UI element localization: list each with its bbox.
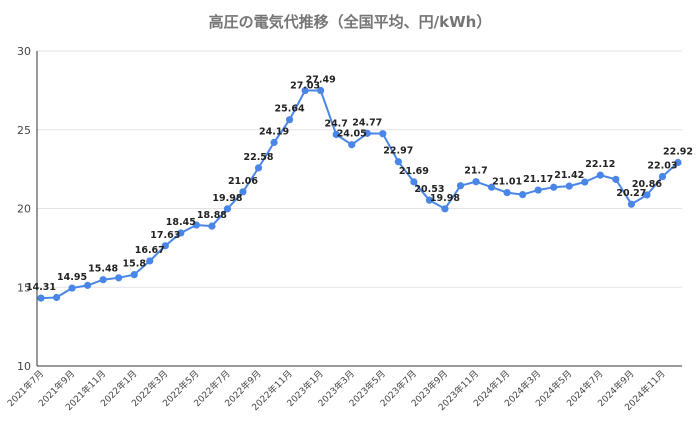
data-label: 24.7: [324, 118, 347, 129]
data-point: [146, 257, 154, 265]
data-label: 22.12: [585, 159, 615, 170]
data-label: 24.19: [259, 127, 289, 138]
y-tick-label: 10: [17, 360, 31, 373]
data-point: [161, 242, 169, 250]
data-label: 21.06: [228, 176, 258, 187]
data-point: [332, 130, 340, 139]
data-point: [68, 284, 76, 292]
data-point: [223, 205, 232, 213]
data-point: [99, 276, 107, 284]
data-point: [674, 158, 682, 167]
data-point: [612, 175, 620, 183]
data-point: [643, 191, 651, 199]
data-point: [130, 271, 138, 279]
data-label: 21.01: [492, 177, 522, 188]
data-label: 22.97: [383, 146, 413, 157]
data-point: [472, 178, 480, 186]
data-point: [550, 183, 558, 191]
data-label: 18.45: [166, 217, 196, 228]
data-label: 21.42: [554, 170, 584, 181]
data-point: [394, 158, 402, 166]
data-label: 25.64: [275, 104, 305, 115]
data-label: 20.27: [616, 188, 646, 199]
data-label: 17.63: [150, 230, 180, 241]
data-label: 14.31: [26, 282, 56, 293]
data-label: 27.49: [306, 75, 336, 86]
data-label: 19.98: [430, 193, 460, 204]
y-tick-label: 25: [17, 124, 31, 137]
data-point: [441, 205, 449, 213]
data-point: [565, 182, 573, 190]
data-label: 27.03: [290, 81, 320, 92]
data-point: [301, 86, 309, 95]
data-point: [348, 141, 356, 149]
data-label: 22.92: [663, 147, 693, 158]
data-point: [627, 200, 635, 208]
grid-layer: [37, 50, 682, 288]
y-tick-label: 30: [17, 45, 31, 58]
y-tick-label: 20: [17, 203, 31, 216]
data-label: 20.86: [632, 179, 662, 190]
x-axis-ticks: 2021年7月2021年9月2021年11月2022年1月2022年3月2022…: [5, 368, 668, 414]
data-point: [363, 129, 371, 137]
data-point: [84, 281, 92, 289]
data-point: [239, 188, 247, 196]
data-point: [658, 172, 667, 181]
y-axis-ticks: 10 15 20 25 30: [17, 45, 31, 373]
data-label: 22.58: [243, 152, 273, 163]
axis-layer: [36, 51, 682, 367]
data-label: 24.05: [337, 129, 367, 140]
data-point: [254, 164, 263, 172]
y-tick-label: 15: [17, 281, 31, 294]
data-label: 24.77: [352, 117, 382, 128]
data-point: [519, 191, 527, 199]
data-point: [208, 222, 216, 230]
data-point: [487, 183, 496, 191]
chart-title: 高圧の電気代推移（全国平均、円/kWh）: [209, 13, 492, 31]
data-label: 19.98: [212, 193, 242, 204]
data-point: [410, 178, 418, 186]
series-layer: [37, 86, 682, 302]
data-point: [503, 188, 511, 197]
data-point: [379, 130, 387, 138]
data-point: [534, 186, 542, 194]
data-label: 15.8: [122, 259, 146, 270]
data-label: 21.7: [464, 166, 487, 177]
data-label: 20.53: [414, 184, 444, 195]
data-label: 21.69: [399, 166, 429, 177]
data-point: [285, 116, 294, 124]
data-point: [596, 171, 604, 179]
data-point: [425, 196, 434, 204]
data-point: [52, 293, 61, 302]
data-point: [192, 221, 200, 229]
data-point: [581, 178, 589, 186]
data-point: [270, 138, 278, 147]
data-point: [317, 86, 325, 95]
data-label: 18.88: [197, 210, 227, 221]
data-point: [115, 274, 123, 282]
data-point: [456, 182, 465, 190]
data-label: 22.03: [647, 161, 677, 172]
data-point: [37, 294, 45, 302]
data-label: 21.17: [523, 174, 553, 185]
data-label: 15.48: [88, 264, 118, 275]
data-point: [177, 229, 185, 237]
data-label: 14.95: [57, 272, 87, 283]
data-label: 16.67: [135, 245, 165, 256]
